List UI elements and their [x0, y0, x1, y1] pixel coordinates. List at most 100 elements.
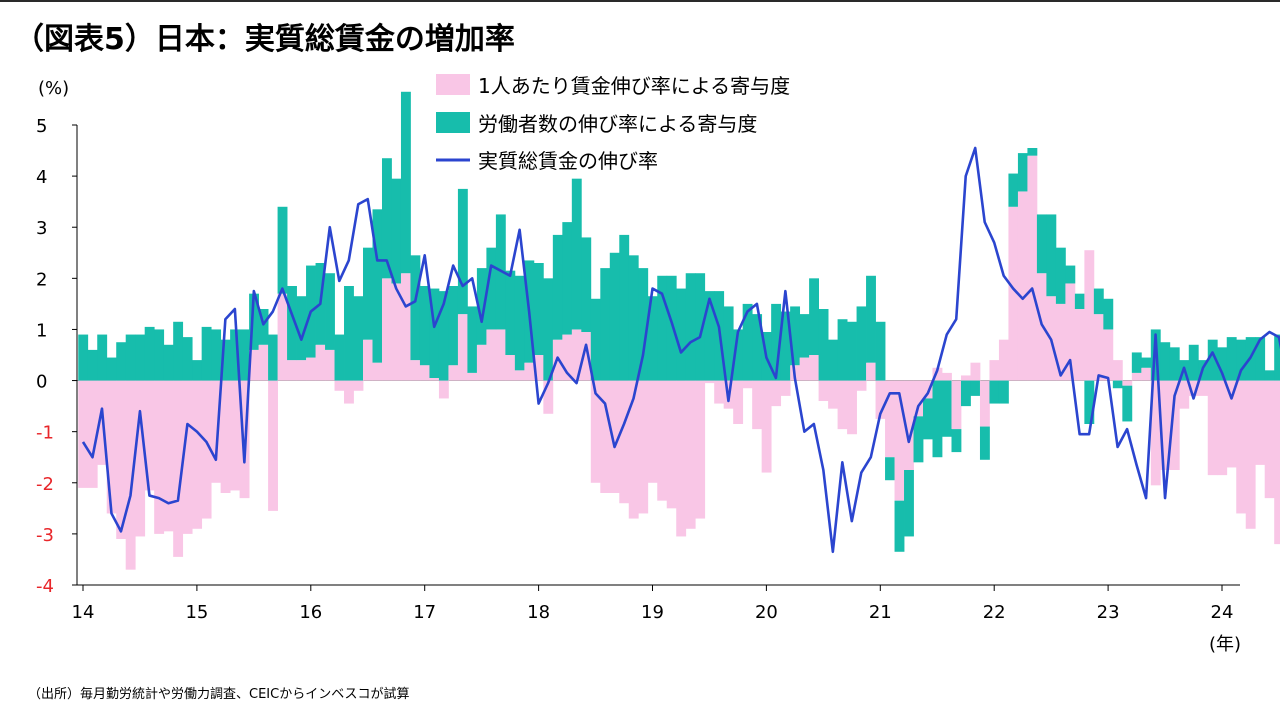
bar-per-capita — [467, 372, 478, 381]
bar-per-capita — [344, 380, 354, 404]
bar-employment — [998, 380, 1009, 404]
bar-employment — [856, 306, 867, 381]
bar-per-capita — [125, 380, 136, 570]
bar-employment — [1264, 370, 1275, 381]
bar-per-capita — [638, 380, 649, 514]
bar-employment — [106, 357, 117, 381]
bar-per-capita — [1112, 360, 1123, 381]
bar-employment — [144, 326, 155, 381]
bar-employment — [201, 326, 212, 381]
bar-per-capita — [960, 375, 971, 381]
bar-per-capita — [533, 355, 544, 381]
bar-employment — [505, 270, 516, 355]
bar-employment — [381, 158, 392, 279]
bar-per-capita — [514, 370, 525, 381]
bar-per-capita — [1027, 155, 1038, 381]
bar-employment — [723, 306, 734, 381]
bar-per-capita — [353, 380, 364, 391]
bar-employment — [287, 286, 297, 361]
x-tick-label: 21 — [869, 602, 892, 623]
bar-per-capita — [106, 380, 117, 514]
bar-per-capita — [609, 380, 620, 493]
bar-employment — [647, 296, 658, 381]
bar-per-capita — [562, 334, 573, 381]
legend-swatch-employment — [436, 112, 470, 133]
bar-per-capita — [315, 344, 326, 381]
line-group — [81, 146, 1280, 554]
bar-employment — [391, 178, 402, 284]
bar-per-capita — [885, 380, 895, 458]
x-tick-label: 20 — [755, 602, 778, 623]
bar-employment — [742, 303, 753, 381]
bar-employment — [1084, 380, 1095, 424]
bar-per-capita — [600, 380, 611, 493]
bar-per-capita — [666, 380, 677, 509]
bar-employment — [239, 329, 250, 381]
bar-employment — [1226, 337, 1237, 381]
bar-per-capita — [372, 362, 383, 381]
bar-employment — [1103, 298, 1114, 330]
bar-per-capita — [818, 380, 829, 401]
bar-per-capita — [847, 380, 857, 435]
bar-employment — [780, 311, 791, 381]
x-tick-label: 23 — [1097, 602, 1120, 623]
y-tick-label: -1 — [36, 423, 54, 444]
bar-employment — [1207, 339, 1218, 381]
bar-per-capita — [1226, 380, 1237, 468]
bar-per-capita — [1122, 380, 1133, 386]
bar-employment — [942, 380, 952, 437]
bar-employment — [904, 470, 914, 537]
bar-employment — [1112, 380, 1123, 389]
bar-employment — [875, 321, 886, 381]
bar-employment — [1122, 385, 1133, 422]
bar-per-capita — [391, 283, 402, 381]
bar-employment — [1236, 339, 1247, 381]
bar-per-capita — [277, 293, 288, 381]
bar-per-capita — [1103, 329, 1114, 381]
bar-employment — [704, 291, 715, 381]
bar-employment — [837, 319, 848, 381]
bars-group — [77, 91, 1280, 570]
bar-employment — [249, 293, 259, 350]
bar-employment — [87, 349, 98, 381]
bar-per-capita — [258, 344, 269, 381]
bar-per-capita — [657, 380, 668, 501]
bar-per-capita — [135, 380, 146, 537]
bar-per-capita — [780, 380, 791, 396]
bar-employment — [182, 337, 193, 381]
bar-per-capita — [381, 278, 392, 381]
bar-per-capita — [268, 380, 278, 511]
bar-per-capita — [809, 355, 819, 381]
bar-per-capita — [619, 380, 630, 504]
bar-employment — [1141, 357, 1152, 368]
bar-employment — [676, 288, 687, 381]
bar-employment — [211, 329, 222, 381]
y-tick-label: 4 — [36, 167, 47, 188]
bar-employment — [752, 314, 763, 381]
bar-per-capita — [904, 380, 914, 470]
bar-per-capita — [154, 380, 165, 534]
legend-label-per-capita: 1人あたり賃金伸び率による寄与度 — [478, 74, 790, 98]
y-tick-label: -4 — [36, 576, 54, 597]
bar-per-capita — [144, 380, 155, 491]
bar-per-capita — [1207, 380, 1218, 476]
bar-per-capita — [400, 273, 411, 381]
bar-employment — [799, 314, 810, 358]
bar-per-capita — [704, 380, 715, 384]
bar-per-capita — [1131, 372, 1142, 381]
bar-employment — [1055, 247, 1066, 304]
bar-per-capita — [201, 380, 212, 519]
legend-label-total: 実質総賃金の伸び率 — [478, 149, 658, 173]
bar-per-capita — [182, 380, 193, 534]
bar-per-capita — [628, 380, 639, 519]
bar-employment — [1255, 337, 1266, 381]
bar-per-capita — [220, 380, 231, 493]
bar-employment — [590, 298, 601, 381]
bar-employment — [818, 309, 829, 381]
bar-per-capita — [942, 372, 952, 381]
bar-employment — [979, 426, 990, 460]
bar-employment — [932, 380, 943, 458]
bar-per-capita — [1084, 250, 1095, 381]
bar-employment — [514, 275, 525, 371]
bar-employment — [429, 288, 440, 378]
